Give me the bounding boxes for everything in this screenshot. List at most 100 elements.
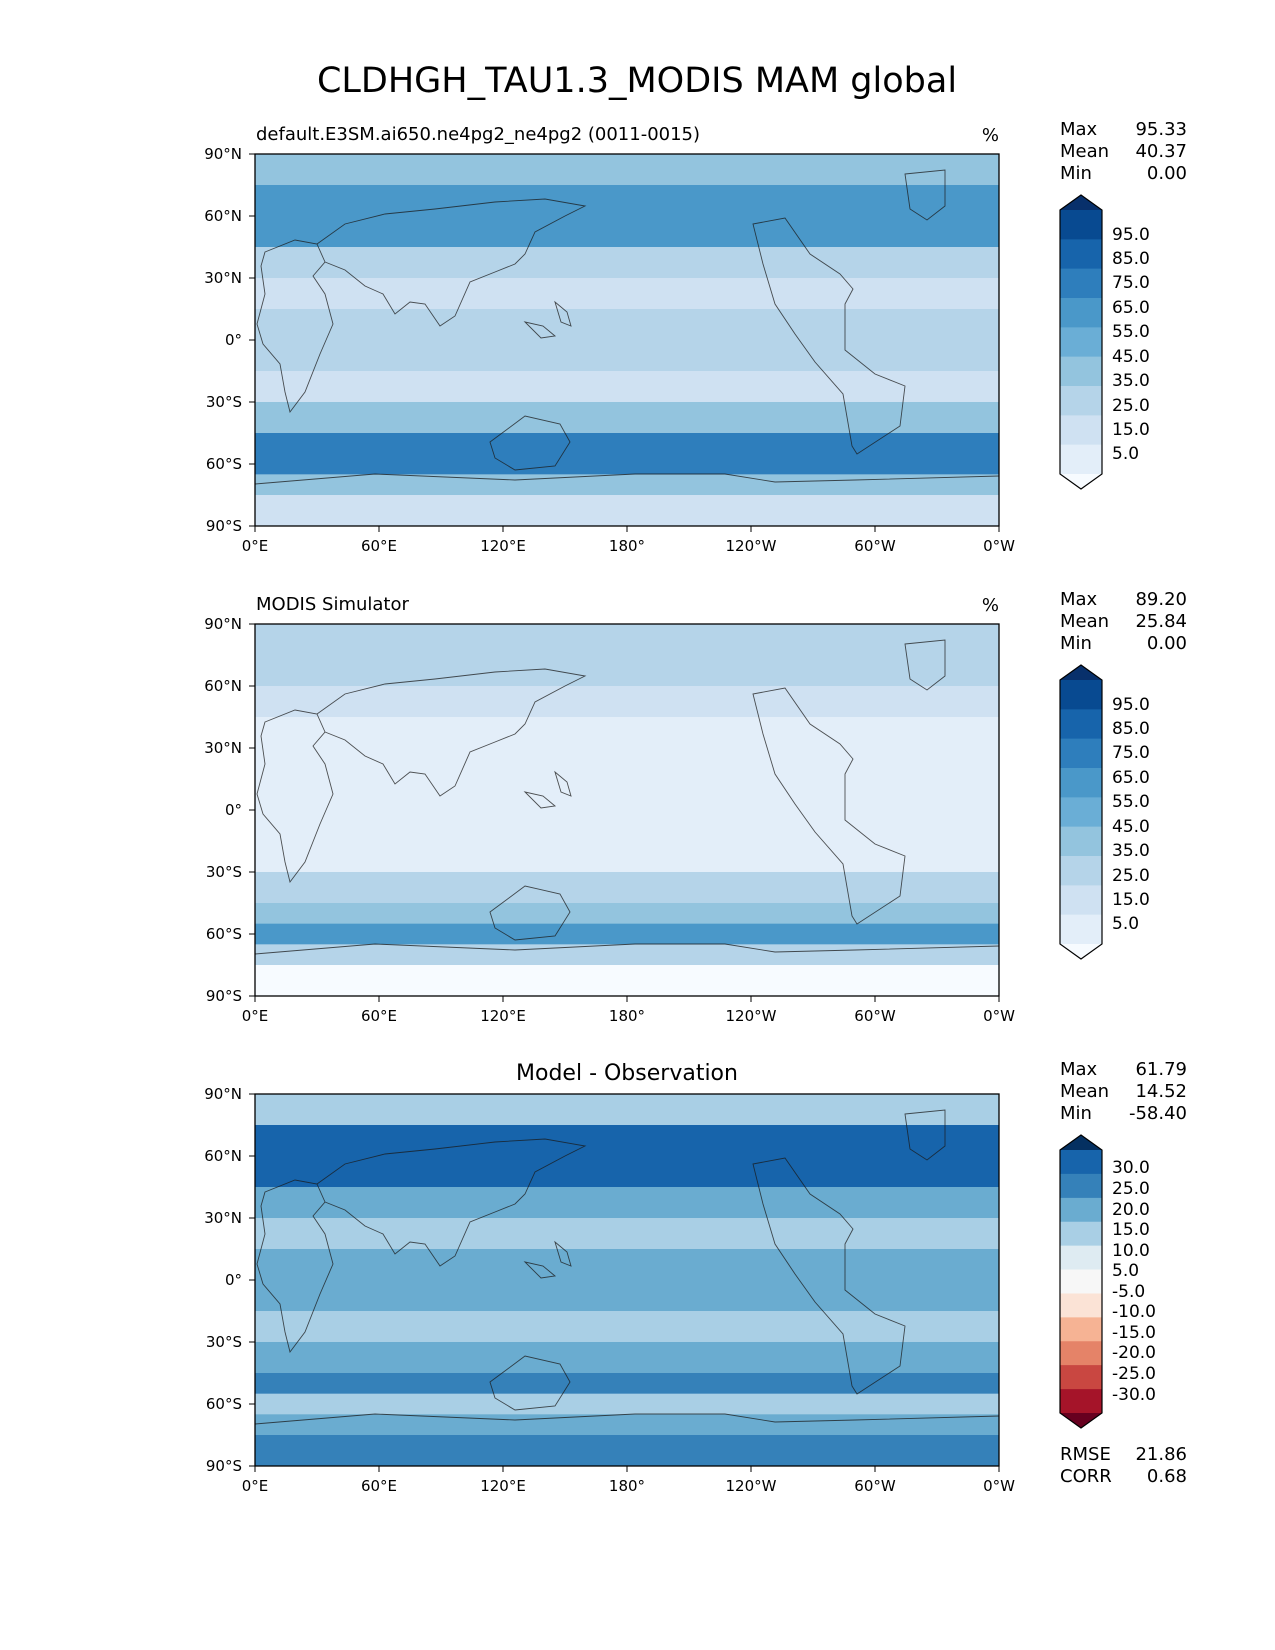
- heatmap-band: [255, 810, 999, 842]
- colorbar-label: -25.0: [1112, 1364, 1156, 1384]
- colorbar-swatch: [1060, 1389, 1102, 1414]
- stat-label: Max: [1060, 1059, 1098, 1080]
- heatmap-band: [255, 433, 999, 455]
- stat-label: Min: [1060, 163, 1092, 184]
- panel-units: %: [982, 595, 999, 616]
- heatmap-band: [255, 779, 999, 811]
- colorbar-label: 15.0: [1112, 890, 1150, 910]
- colorbar-swatch: [1060, 1413, 1102, 1428]
- y-tick-label: 30°N: [204, 269, 242, 287]
- colorbar-swatch: [1060, 356, 1102, 387]
- colorbar-swatch: [1060, 709, 1102, 740]
- stat-value: 95.33: [1135, 119, 1187, 140]
- stat-label: Mean: [1060, 1081, 1109, 1102]
- colorbar-swatch: [1060, 665, 1102, 680]
- colorbar-swatch: [1060, 1197, 1102, 1223]
- y-tick-label: 30°S: [206, 393, 242, 411]
- x-tick-label: 120°E: [480, 1007, 526, 1025]
- map-axes: 0°E 60°E 120°E 180° 120°W 60°W 0°W 90°N …: [204, 145, 1015, 555]
- colorbar-swatch: [1060, 680, 1102, 710]
- heatmap-band: [255, 1414, 999, 1436]
- colorbar-swatch: [1060, 1245, 1102, 1270]
- y-tick-label: 30°N: [204, 739, 242, 757]
- heatmap-band: [255, 247, 999, 279]
- stat-value: 0.68: [1147, 1466, 1187, 1487]
- stat-label: Mean: [1060, 611, 1109, 632]
- colorbar-swatch: [1060, 738, 1102, 769]
- stats-block: Max 95.33 Mean 40.37 Min 0.00: [1060, 119, 1187, 184]
- y-tick-label: 60°S: [206, 455, 242, 473]
- map-field: [255, 154, 999, 526]
- colorbar: 30.0 25.0 20.0 15.0 10.0 5.0 -5.0 -10.0 …: [1059, 1134, 1156, 1429]
- footer-stats: RMSE 21.86 CORR 0.68: [1060, 1444, 1187, 1487]
- colorbar-label: 65.0: [1112, 298, 1150, 318]
- x-tick-label: 60°W: [854, 1477, 896, 1495]
- x-tick-label: 0°W: [983, 1477, 1015, 1495]
- panel-test-model: default.E3SM.ai650.ne4pg2_ne4pg2 (0011-0…: [204, 119, 1187, 555]
- colorbar-swatch: [1060, 1150, 1102, 1175]
- stat-value: 89.20: [1135, 589, 1187, 610]
- colorbar-swatch: [1060, 1135, 1102, 1150]
- heatmap-band: [255, 154, 999, 186]
- x-tick-label: 120°W: [726, 1477, 777, 1495]
- colorbar-label: -20.0: [1112, 1343, 1156, 1363]
- colorbar-label: -30.0: [1112, 1385, 1156, 1405]
- colorbar-swatch: [1060, 268, 1102, 299]
- heatmap-band: [255, 923, 999, 945]
- heatmap-band: [255, 278, 999, 310]
- stat-value: 40.37: [1135, 141, 1187, 162]
- colorbar-label: 30.0: [1112, 1158, 1150, 1178]
- colorbar-swatch: [1060, 415, 1102, 446]
- colorbar-label: 10.0: [1112, 1241, 1150, 1261]
- colorbar-label: 5.0: [1112, 914, 1139, 934]
- y-tick-label: 0°: [225, 331, 242, 349]
- colorbar-label: 95.0: [1112, 695, 1150, 715]
- heatmap-band: [255, 309, 999, 341]
- y-tick-label: 90°N: [204, 145, 242, 163]
- colorbar-swatch: [1060, 474, 1102, 489]
- stats-block: Max 89.20 Mean 25.84 Min 0.00: [1060, 589, 1187, 654]
- heatmap-band: [255, 872, 999, 904]
- x-tick-label: 0°W: [983, 1007, 1015, 1025]
- colorbar-swatch: [1060, 1341, 1102, 1366]
- heatmap-band: [255, 624, 999, 656]
- colorbar-swatch: [1060, 239, 1102, 270]
- y-tick-label: 30°S: [206, 863, 242, 881]
- y-tick-label: 30°S: [206, 1333, 242, 1351]
- x-tick-label: 120°W: [726, 537, 777, 555]
- x-tick-label: 60°W: [854, 537, 896, 555]
- heatmap-band: [255, 216, 999, 248]
- heatmap-band: [255, 1218, 999, 1250]
- colorbar-outline: [1059, 1134, 1103, 1429]
- coastlines: [255, 639, 999, 955]
- x-tick-label: 0°W: [983, 537, 1015, 555]
- stat-label: Mean: [1060, 141, 1109, 162]
- colorbar-label: 85.0: [1112, 719, 1150, 739]
- x-tick-label: 0°E: [242, 537, 269, 555]
- colorbar-swatch: [1060, 826, 1102, 857]
- y-tick-label: 0°: [225, 1271, 242, 1289]
- x-tick-label: 180°: [609, 537, 645, 555]
- colorbar-label: 55.0: [1112, 322, 1150, 342]
- stat-label: Max: [1060, 589, 1098, 610]
- coastlines: [255, 169, 999, 485]
- heatmap-band: [255, 371, 999, 403]
- y-tick-label: 60°N: [204, 677, 242, 695]
- colorbar-label: 55.0: [1112, 792, 1150, 812]
- heatmap-band: [255, 1249, 999, 1281]
- x-tick-label: 180°: [609, 1007, 645, 1025]
- y-tick-label: 60°S: [206, 925, 242, 943]
- map-axes: 0°E 60°E 120°E 180° 120°W 60°W 0°W 90°N …: [204, 1085, 1015, 1495]
- colorbar-outline: [1059, 194, 1103, 490]
- x-tick-label: 0°E: [242, 1477, 269, 1495]
- heatmap-band: [255, 655, 999, 687]
- y-tick-label: 60°N: [204, 1147, 242, 1165]
- coastlines: [255, 1109, 999, 1425]
- colorbar-swatch: [1060, 944, 1102, 959]
- heatmap-band: [255, 340, 999, 372]
- stat-value: 14.52: [1135, 1081, 1187, 1102]
- heatmap-band: [255, 1342, 999, 1374]
- map-field: [255, 1094, 999, 1466]
- stat-label: CORR: [1060, 1466, 1112, 1487]
- heatmap-band: [255, 1156, 999, 1188]
